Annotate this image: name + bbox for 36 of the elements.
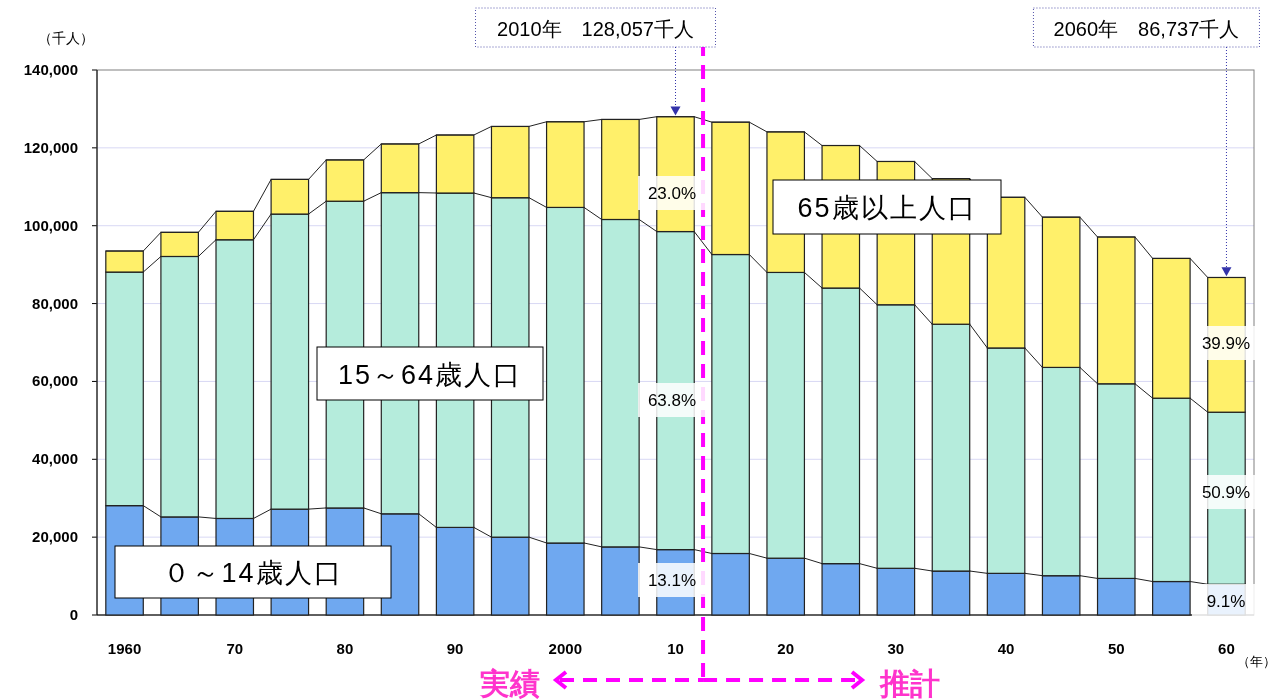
x-tick-label: 50: [1107, 640, 1125, 657]
y-tick-label: 100,000: [23, 216, 78, 234]
y-axis-title: （千人）: [38, 30, 94, 46]
y-tick-label: 80,000: [32, 294, 78, 312]
x-tick-label: 1960: [107, 640, 142, 657]
y-tick-label: 20,000: [32, 528, 78, 546]
y-tick-label: 40,000: [32, 450, 78, 468]
x-axis-title: （年）: [1236, 654, 1276, 669]
annotation: 50.9%: [1201, 483, 1251, 502]
annotation: 23.0%: [647, 184, 697, 203]
x-tick-label: 60: [1218, 640, 1235, 657]
text: 実績: [479, 667, 540, 700]
y-tick-label: 120,000: [23, 138, 78, 156]
annotation: 63.8%: [647, 391, 697, 410]
text: 推計: [879, 667, 940, 700]
annotation: 2060年 86,737千人: [1053, 18, 1240, 40]
x-tick-label: 30: [887, 640, 905, 657]
callout: 2010年 128,057千人: [475, 7, 716, 116]
x-tick-label: 10: [667, 640, 684, 657]
x-tick-label: 80: [336, 640, 354, 657]
callout: 2060年 86,737千人: [1032, 7, 1260, 277]
series-label: ０～14歳人口: [163, 558, 343, 588]
series-label: 65歳以上人口: [797, 193, 977, 223]
series-label: 15～64歳人口: [337, 359, 523, 390]
x-tick-label: 40: [997, 640, 1015, 657]
x-tick-label: 70: [226, 640, 244, 657]
y-tick-label: 0: [69, 606, 78, 623]
y-tick-label: 60,000: [32, 372, 78, 390]
annotation: 9.1%: [1206, 592, 1246, 611]
annotation: 39.9%: [1201, 334, 1251, 353]
x-tick-label: 2000: [548, 640, 582, 657]
annotation: 2010年 128,057千人: [497, 18, 694, 40]
y-tick-label: 140,000: [23, 61, 78, 78]
annotation: 13.1%: [647, 571, 697, 590]
x-tick-label: 90: [446, 640, 464, 657]
x-tick-label: 20: [777, 640, 795, 657]
